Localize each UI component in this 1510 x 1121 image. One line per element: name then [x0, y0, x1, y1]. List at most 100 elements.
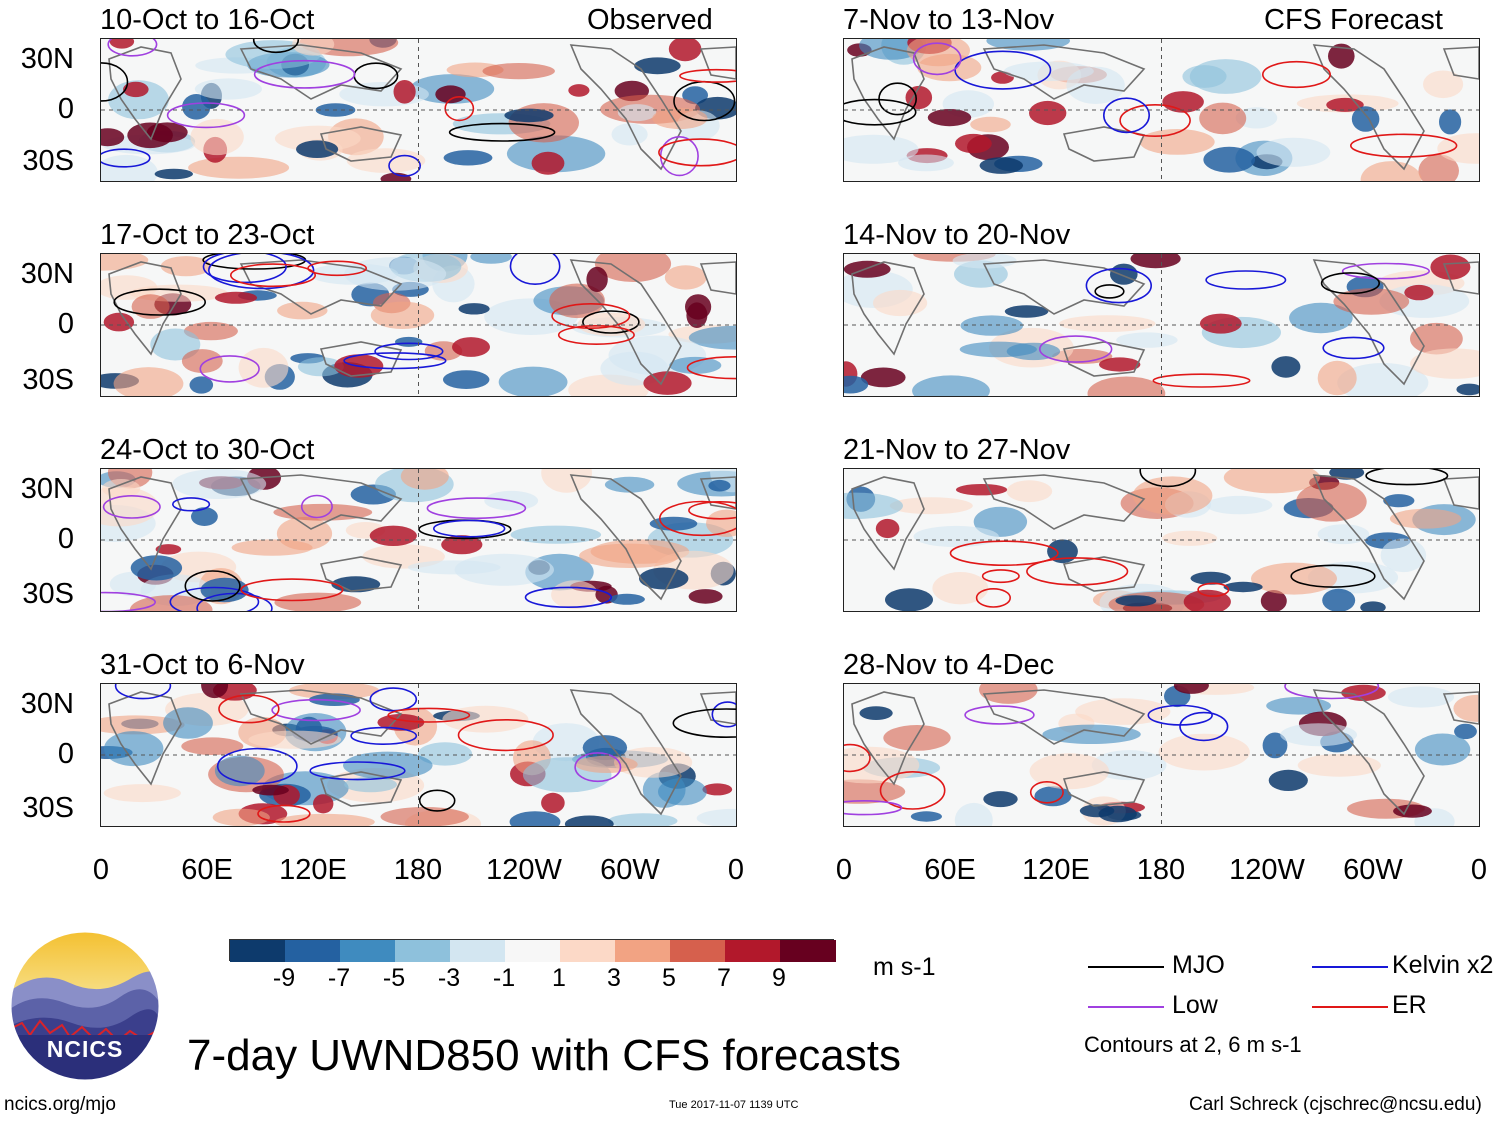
source-url[interactable]: ncics.org/mjo: [4, 1094, 116, 1115]
coastline: [851, 261, 925, 356]
coastline: [851, 476, 925, 571]
anomaly-blob: [131, 294, 170, 319]
contour-line: [1085, 267, 1152, 304]
anomaly-blob: [181, 349, 223, 374]
coastline: [699, 46, 736, 80]
anomaly-blob: [214, 755, 265, 787]
cfs-forecast-header: CFS Forecast: [1264, 4, 1443, 36]
anomaly-field: [844, 469, 1479, 611]
anomaly-blob: [541, 792, 565, 813]
coastline: [982, 259, 1146, 315]
contour-line: [184, 570, 241, 602]
anomaly-field: [101, 684, 736, 826]
anomaly-blob: [510, 525, 602, 544]
anomaly-blob: [498, 366, 568, 396]
coastline: [1442, 261, 1479, 295]
coastline: [239, 474, 403, 530]
anomaly-blob: [452, 337, 490, 357]
contour-line: [844, 98, 917, 126]
anomaly-blob: [1059, 315, 1156, 332]
main-title: 7-day UWND850 with CFS forecasts: [187, 1031, 901, 1080]
anomaly-blob: [238, 347, 289, 388]
coastline: [569, 259, 682, 386]
contour-line: [524, 586, 613, 609]
anomaly-blob: [1266, 697, 1331, 715]
anomaly-blob: [927, 109, 972, 127]
lon-label-60e: 60E: [924, 854, 976, 886]
anomaly-blob: [702, 783, 733, 796]
coastline: [108, 476, 182, 571]
colorbar-swatch: [615, 940, 671, 962]
anomaly-blob: [127, 122, 173, 149]
anomaly-blob: [109, 39, 135, 49]
colorbar: [229, 939, 836, 962]
anomaly-blob: [873, 289, 928, 317]
anomaly-blob: [1380, 538, 1427, 573]
colorbar-swatch: [670, 940, 726, 962]
contour-line: [1365, 469, 1449, 486]
anomaly-blob: [123, 81, 149, 98]
legend-line-mjo: [1088, 966, 1164, 968]
anomaly-blob: [1360, 601, 1386, 611]
contour-line: [1320, 272, 1381, 295]
colorbar-swatch: [395, 940, 451, 962]
contour-line: [711, 701, 736, 728]
anomaly-blob: [1387, 686, 1455, 708]
contour-line: [975, 587, 1011, 608]
lon-label-120e: 120E: [1022, 854, 1090, 886]
contour-line: [172, 497, 211, 512]
anomaly-blob: [1453, 694, 1479, 722]
anomaly-blob: [395, 336, 423, 347]
legend-label-mjo: MJO: [1172, 951, 1225, 979]
anomaly-blob: [608, 813, 678, 826]
anomaly-blob: [1223, 469, 1320, 494]
coastline: [569, 689, 682, 816]
anomaly-blob: [1029, 753, 1109, 790]
anomaly-blob: [1042, 724, 1141, 744]
anomaly-blob: [1235, 107, 1278, 129]
anomaly-blob: [649, 516, 698, 531]
contour-line: [1139, 469, 1197, 488]
logo-text: NCICS: [46, 1036, 124, 1062]
panel-title-3: 24-Oct to 30-Oct: [100, 434, 315, 466]
anomaly-blob: [1006, 480, 1053, 503]
anomaly-blob: [1414, 733, 1471, 766]
anomaly-blob: [274, 592, 362, 611]
contour-line: [253, 59, 356, 89]
anomaly-blob: [155, 544, 182, 555]
contour-line: [309, 761, 406, 781]
anomaly-blob: [970, 116, 1011, 133]
contour-line: [387, 707, 471, 723]
anomaly-blob: [1173, 684, 1209, 694]
colorbar-label: 3: [607, 964, 621, 992]
contour-line: [444, 95, 475, 122]
anomaly-field: [844, 684, 1479, 826]
anomaly-blob: [1132, 476, 1213, 515]
colorbar-label: -5: [382, 964, 406, 992]
anomaly-blob: [956, 484, 1008, 496]
anomaly-blob: [669, 356, 722, 374]
contour-line: [574, 752, 622, 783]
contour-line: [1102, 97, 1150, 134]
anomaly-blob: [1297, 754, 1381, 777]
anomaly-blob: [1317, 524, 1370, 545]
anomaly-blob: [183, 321, 238, 341]
coastline: [319, 126, 403, 162]
anomaly-blob: [160, 256, 212, 277]
contour-line: [551, 302, 631, 329]
anomaly-blob: [1337, 363, 1429, 396]
coastline: [1442, 46, 1479, 80]
anomaly-blob: [470, 254, 512, 264]
contour-line: [582, 310, 640, 334]
anomaly-blob: [594, 254, 672, 282]
anomaly-blob: [191, 507, 218, 526]
anomaly-blob: [343, 751, 433, 780]
anomaly-blob: [639, 567, 689, 590]
anomaly-blob: [1115, 595, 1157, 607]
anomaly-blob: [1383, 494, 1415, 508]
anomaly-field: [101, 254, 736, 396]
lon-label-360: 0: [1470, 854, 1488, 886]
anomaly-blob: [1317, 360, 1357, 396]
panel-title-8: 28-Nov to 4-Dec: [843, 649, 1055, 681]
anomaly-field: [101, 39, 736, 181]
